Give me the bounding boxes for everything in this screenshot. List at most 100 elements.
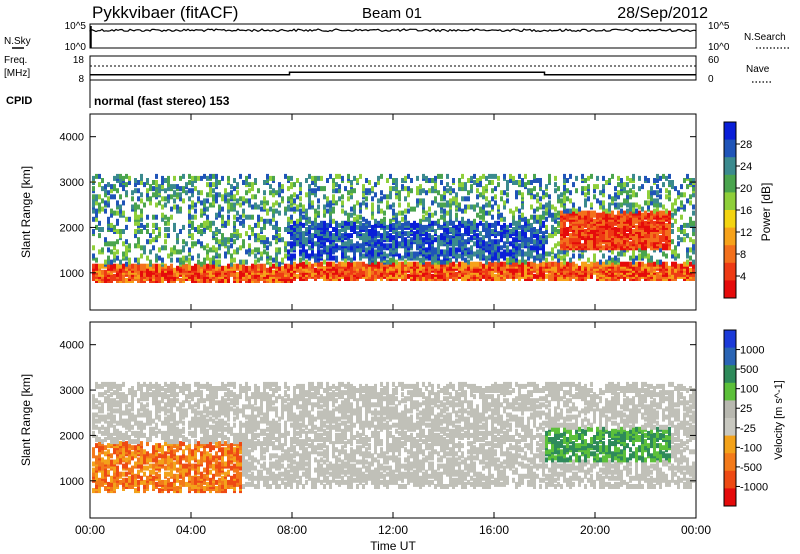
heatmap-cell	[305, 276, 308, 281]
heatmap-cell	[437, 235, 440, 241]
heatmap-cell	[254, 247, 257, 253]
heatmap-cell	[125, 190, 128, 196]
heatmap-cell	[188, 229, 191, 234]
heatmap-cell	[575, 175, 578, 181]
heatmap-cell	[602, 210, 605, 216]
heatmap-cell	[152, 273, 155, 279]
heatmap-cell	[92, 253, 95, 259]
heatmap-cell	[305, 253, 308, 259]
heatmap-cell	[674, 208, 677, 214]
heatmap-cell	[272, 175, 275, 181]
heatmap-cell	[263, 235, 266, 241]
heatmap-cell	[203, 220, 206, 226]
heatmap-cell	[131, 473, 134, 479]
heatmap-cell	[140, 192, 143, 198]
heatmap-cell	[422, 224, 425, 230]
heatmap-cell	[626, 233, 629, 239]
heatmap-cell	[485, 255, 488, 261]
heatmap-cell	[308, 245, 311, 251]
heatmap-cell	[239, 173, 242, 179]
heatmap-cell	[308, 173, 311, 179]
heatmap-cell	[401, 178, 404, 183]
heatmap-cell	[155, 192, 158, 198]
heatmap-cell	[245, 190, 248, 196]
heatmap-cell	[218, 229, 221, 234]
heatmap-cell	[578, 210, 581, 216]
heatmap-cell	[488, 261, 491, 267]
nsky-label: N.Sky	[4, 36, 31, 47]
heatmap-cell	[122, 441, 125, 447]
heatmap-cell	[182, 263, 185, 269]
heatmap-cell	[227, 263, 230, 269]
heatmap-cell	[146, 271, 149, 277]
heatmap-cell	[461, 216, 464, 222]
heatmap-cell	[491, 204, 494, 210]
heatmap-cell	[362, 261, 365, 267]
heatmap-cell	[290, 175, 293, 181]
power-colorbar-swatch	[724, 280, 736, 299]
heatmap-cell	[314, 216, 317, 222]
heatmap-cell	[239, 214, 242, 220]
heatmap-cell	[353, 216, 356, 222]
heatmap-cell	[551, 233, 554, 239]
heatmap-cell	[626, 182, 629, 188]
heatmap-cell	[101, 457, 104, 463]
heatmap-cell	[119, 273, 122, 279]
heatmap-cell	[449, 220, 452, 226]
heatmap-cell	[545, 224, 548, 230]
heatmap-cell	[266, 208, 269, 214]
heatmap-cell	[665, 261, 668, 267]
heatmap-cell	[329, 231, 332, 237]
heatmap-cell	[134, 178, 137, 183]
heatmap-cell	[122, 210, 125, 216]
heatmap-cell	[596, 212, 599, 218]
heatmap-cell	[389, 247, 392, 253]
heatmap-cell	[137, 204, 140, 210]
heatmap-cell	[212, 245, 215, 251]
heatmap-cell	[200, 190, 203, 196]
heatmap-cell	[644, 249, 647, 255]
heatmap-cell	[380, 196, 383, 202]
freq-panel-frame	[89, 55, 697, 81]
heatmap-cell	[686, 222, 689, 228]
heatmap-cell	[200, 200, 203, 206]
heatmap-cell	[185, 255, 188, 261]
heatmap-cell	[515, 224, 518, 230]
heatmap-cell	[113, 414, 116, 420]
heatmap-cell	[131, 430, 134, 436]
heatmap-cell	[374, 249, 377, 255]
heatmap-cell	[122, 422, 125, 428]
heatmap-cell	[128, 175, 131, 181]
heatmap-cell	[116, 420, 119, 426]
heatmap-cell	[179, 249, 182, 255]
heatmap-cell	[512, 269, 515, 275]
heatmap-cell	[251, 263, 254, 269]
heatmap-cell	[602, 265, 605, 271]
heatmap-cell	[656, 210, 659, 216]
heatmap-cell	[530, 253, 533, 259]
heatmap-cell	[221, 214, 224, 220]
heatmap-cell	[323, 212, 326, 218]
heatmap-cell	[239, 233, 242, 239]
heatmap-cell	[362, 216, 365, 222]
heatmap-cell	[482, 194, 485, 200]
heatmap-cell	[692, 220, 695, 226]
heatmap-cell	[125, 278, 128, 283]
heatmap-cell	[302, 247, 305, 253]
heatmap-cell	[683, 192, 686, 198]
heatmap-cell	[521, 261, 524, 267]
heatmap-cell	[665, 175, 668, 181]
heatmap-cell	[440, 224, 443, 230]
heatmap-cell	[437, 243, 440, 249]
power-colorbar-tick-label: 16	[740, 205, 752, 217]
heatmap-cell	[269, 278, 272, 283]
heatmap-cell	[164, 273, 167, 279]
heatmap-cell	[584, 229, 587, 234]
heatmap-cell	[314, 192, 317, 198]
heatmap-cell	[443, 194, 446, 200]
heatmap-cell	[191, 192, 194, 198]
heatmap-cell	[110, 414, 113, 420]
heatmap-cell	[380, 247, 383, 253]
heatmap-cell	[380, 218, 383, 224]
heatmap-cell	[485, 276, 488, 281]
